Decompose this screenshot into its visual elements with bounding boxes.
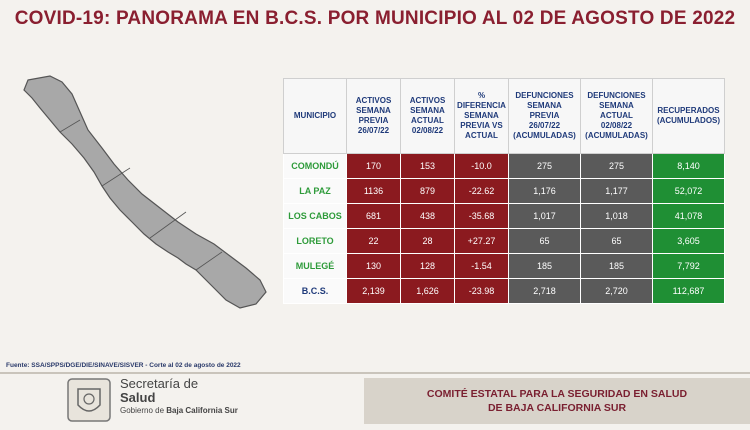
covid-table: MUNICIPIO ACTIVOS SEMANA PREVIA 26/07/22 AC…	[283, 78, 725, 304]
cell-defunciones-previa: 2,718	[508, 278, 581, 304]
cell-recuperados: 41,078	[652, 203, 725, 229]
cell-recuperados: 112,687	[652, 278, 725, 304]
table-row: LORETO 22 28 +27.27 65 65 3,605	[283, 228, 725, 254]
footer-divider	[0, 372, 750, 374]
header-activos-previa: ACTIVOS SEMANA PREVIA 26/07/22	[346, 78, 401, 154]
cell-activos-previa: 1136	[346, 178, 401, 204]
cell-activos-previa: 2,139	[346, 278, 401, 304]
cell-municipio: LOS CABOS	[283, 203, 347, 229]
table-row: MULEGÉ 130 128 -1.54 185 185 7,792	[283, 253, 725, 279]
cell-defunciones-actual: 1,177	[580, 178, 653, 204]
table-row: LOS CABOS 681 438 -35.68 1,017 1,018 41,…	[283, 203, 725, 229]
cell-activos-actual: 128	[400, 253, 455, 279]
cell-municipio: LORETO	[283, 228, 347, 254]
header-defunciones-actual: DEFUNCIONES SEMANA ACTUAL 02/08/22 (ACUMULAD…	[580, 78, 653, 154]
cell-defunciones-actual: 275	[580, 153, 653, 179]
table-row: COMONDÚ 170 153 -10.0 275 275 8,140	[283, 153, 725, 179]
cell-activos-actual: 153	[400, 153, 455, 179]
cell-activos-actual: 28	[400, 228, 455, 254]
cell-defunciones-previa: 275	[508, 153, 581, 179]
cell-municipio: LA PAZ	[283, 178, 347, 204]
cell-recuperados: 3,605	[652, 228, 725, 254]
cell-municipio: COMONDÚ	[283, 153, 347, 179]
header-diferencia: % DIFERENCIA SEMANA PREVIA VS ACTUAL	[454, 78, 509, 154]
cell-activos-previa: 681	[346, 203, 401, 229]
cell-defunciones-previa: 1,176	[508, 178, 581, 204]
org-salud: Salud	[120, 390, 156, 405]
cell-recuperados: 52,072	[652, 178, 725, 204]
cell-defunciones-actual: 1,018	[580, 203, 653, 229]
page-title: COVID-19: PANORAMA EN B.C.S. POR MUNICIP…	[14, 8, 736, 29]
cell-activos-actual: 438	[400, 203, 455, 229]
cell-diferencia: -35.68	[454, 203, 509, 229]
cell-activos-previa: 22	[346, 228, 401, 254]
org-secretaria: Secretaría de	[120, 376, 199, 391]
comite-line2: DE BAJA CALIFORNIA SUR	[487, 402, 627, 414]
cell-defunciones-actual: 185	[580, 253, 653, 279]
header-activos-actual: ACTIVOS SEMANA ACTUAL 02/08/22	[400, 78, 455, 154]
cell-diferencia: -10.0	[454, 153, 509, 179]
cell-activos-actual: 1,626	[400, 278, 455, 304]
cell-municipio: MULEGÉ	[283, 253, 347, 279]
cell-diferencia: -22.62	[454, 178, 509, 204]
cell-defunciones-actual: 2,720	[580, 278, 653, 304]
cell-activos-previa: 170	[346, 153, 401, 179]
comite-banner: COMITÉ ESTATAL PARA LA SEGURIDAD EN SALU…	[364, 378, 750, 424]
table-row-total: B.C.S. 2,139 1,626 -23.98 2,718 2,720 11…	[283, 278, 725, 304]
baja-california-sur-map	[23, 75, 267, 309]
header-recuperados: RECUPERADOS (ACUMULADOS)	[652, 78, 725, 154]
cell-recuperados: 7,792	[652, 253, 725, 279]
header-municipio: MUNICIPIO	[283, 78, 347, 154]
table-row: LA PAZ 1136 879 -22.62 1,176 1,177 52,07…	[283, 178, 725, 204]
cell-defunciones-previa: 185	[508, 253, 581, 279]
government-seal-logo	[67, 378, 111, 422]
cell-activos-actual: 879	[400, 178, 455, 204]
cell-activos-previa: 130	[346, 253, 401, 279]
cell-diferencia: -1.54	[454, 253, 509, 279]
cell-defunciones-previa: 1,017	[508, 203, 581, 229]
source-note: Fuente: SSA/SPPS/DGE/DIE/SINAVE/SISVER -…	[6, 362, 241, 369]
header-defunciones-previa: DEFUNCIONES SEMANA PREVIA 26/07/22 (ACUMULAD…	[508, 78, 581, 154]
cell-diferencia: +27.27	[454, 228, 509, 254]
table-header-row: MUNICIPIO ACTIVOS SEMANA PREVIA 26/07/22 AC…	[283, 78, 725, 154]
cell-municipio: B.C.S.	[283, 278, 347, 304]
cell-recuperados: 8,140	[652, 153, 725, 179]
cell-diferencia: -23.98	[454, 278, 509, 304]
cell-defunciones-actual: 65	[580, 228, 653, 254]
cell-defunciones-previa: 65	[508, 228, 581, 254]
comite-line1: COMITÉ ESTATAL PARA LA SEGURIDAD EN SALU…	[426, 388, 688, 400]
org-gobierno: Gobierno de Baja California Sur	[120, 406, 238, 415]
